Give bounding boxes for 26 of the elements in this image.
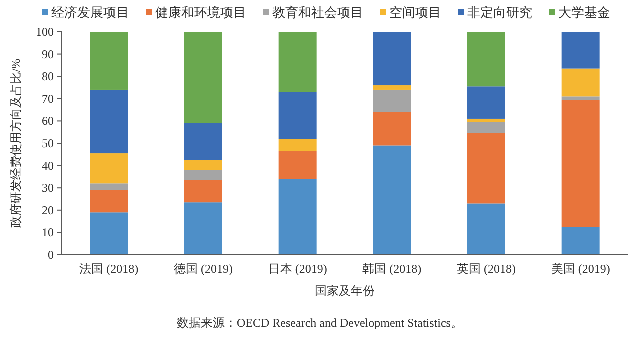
y-tick-label: 10 <box>42 226 54 240</box>
y-tick-label: 20 <box>42 203 54 218</box>
source-note: 数据来源：OECD Research and Development Statistics。 <box>177 316 463 330</box>
y-tick-label: 50 <box>42 136 54 150</box>
y-tick-label: 90 <box>42 47 54 62</box>
legend-label: 经济发展项目 <box>52 5 130 20</box>
legend-label: 大学基金 <box>558 5 610 20</box>
y-tick-label: 60 <box>42 114 54 128</box>
y-axis-title: 政府研发经费使用方向及占比/% <box>9 58 23 228</box>
y-tick-label: 0 <box>48 248 54 262</box>
legend-label: 空间项目 <box>390 5 442 20</box>
x-tick-label: 法国 (2018) <box>80 262 139 276</box>
x-axis-title: 国家及年份 <box>315 284 375 298</box>
x-tick-label: 日本 (2019) <box>268 262 328 276</box>
y-tick-label: 100 <box>36 25 54 39</box>
legend-label: 健康和环境项目 <box>156 5 246 20</box>
y-tick-label: 80 <box>42 70 54 84</box>
x-tick-label: 美国 (2019) <box>551 262 610 276</box>
y-tick-label: 30 <box>42 181 54 196</box>
x-tick-label: 韩国 (2018) <box>362 262 422 276</box>
legend-label: 教育和社会项目 <box>272 5 364 20</box>
x-tick-label: 英国 (2018) <box>457 262 516 276</box>
x-tick-label: 德国 (2019) <box>174 262 233 276</box>
y-tick-label: 70 <box>42 92 54 106</box>
y-tick-label: 40 <box>42 158 54 173</box>
legend-label: 非定向研究 <box>468 5 532 20</box>
